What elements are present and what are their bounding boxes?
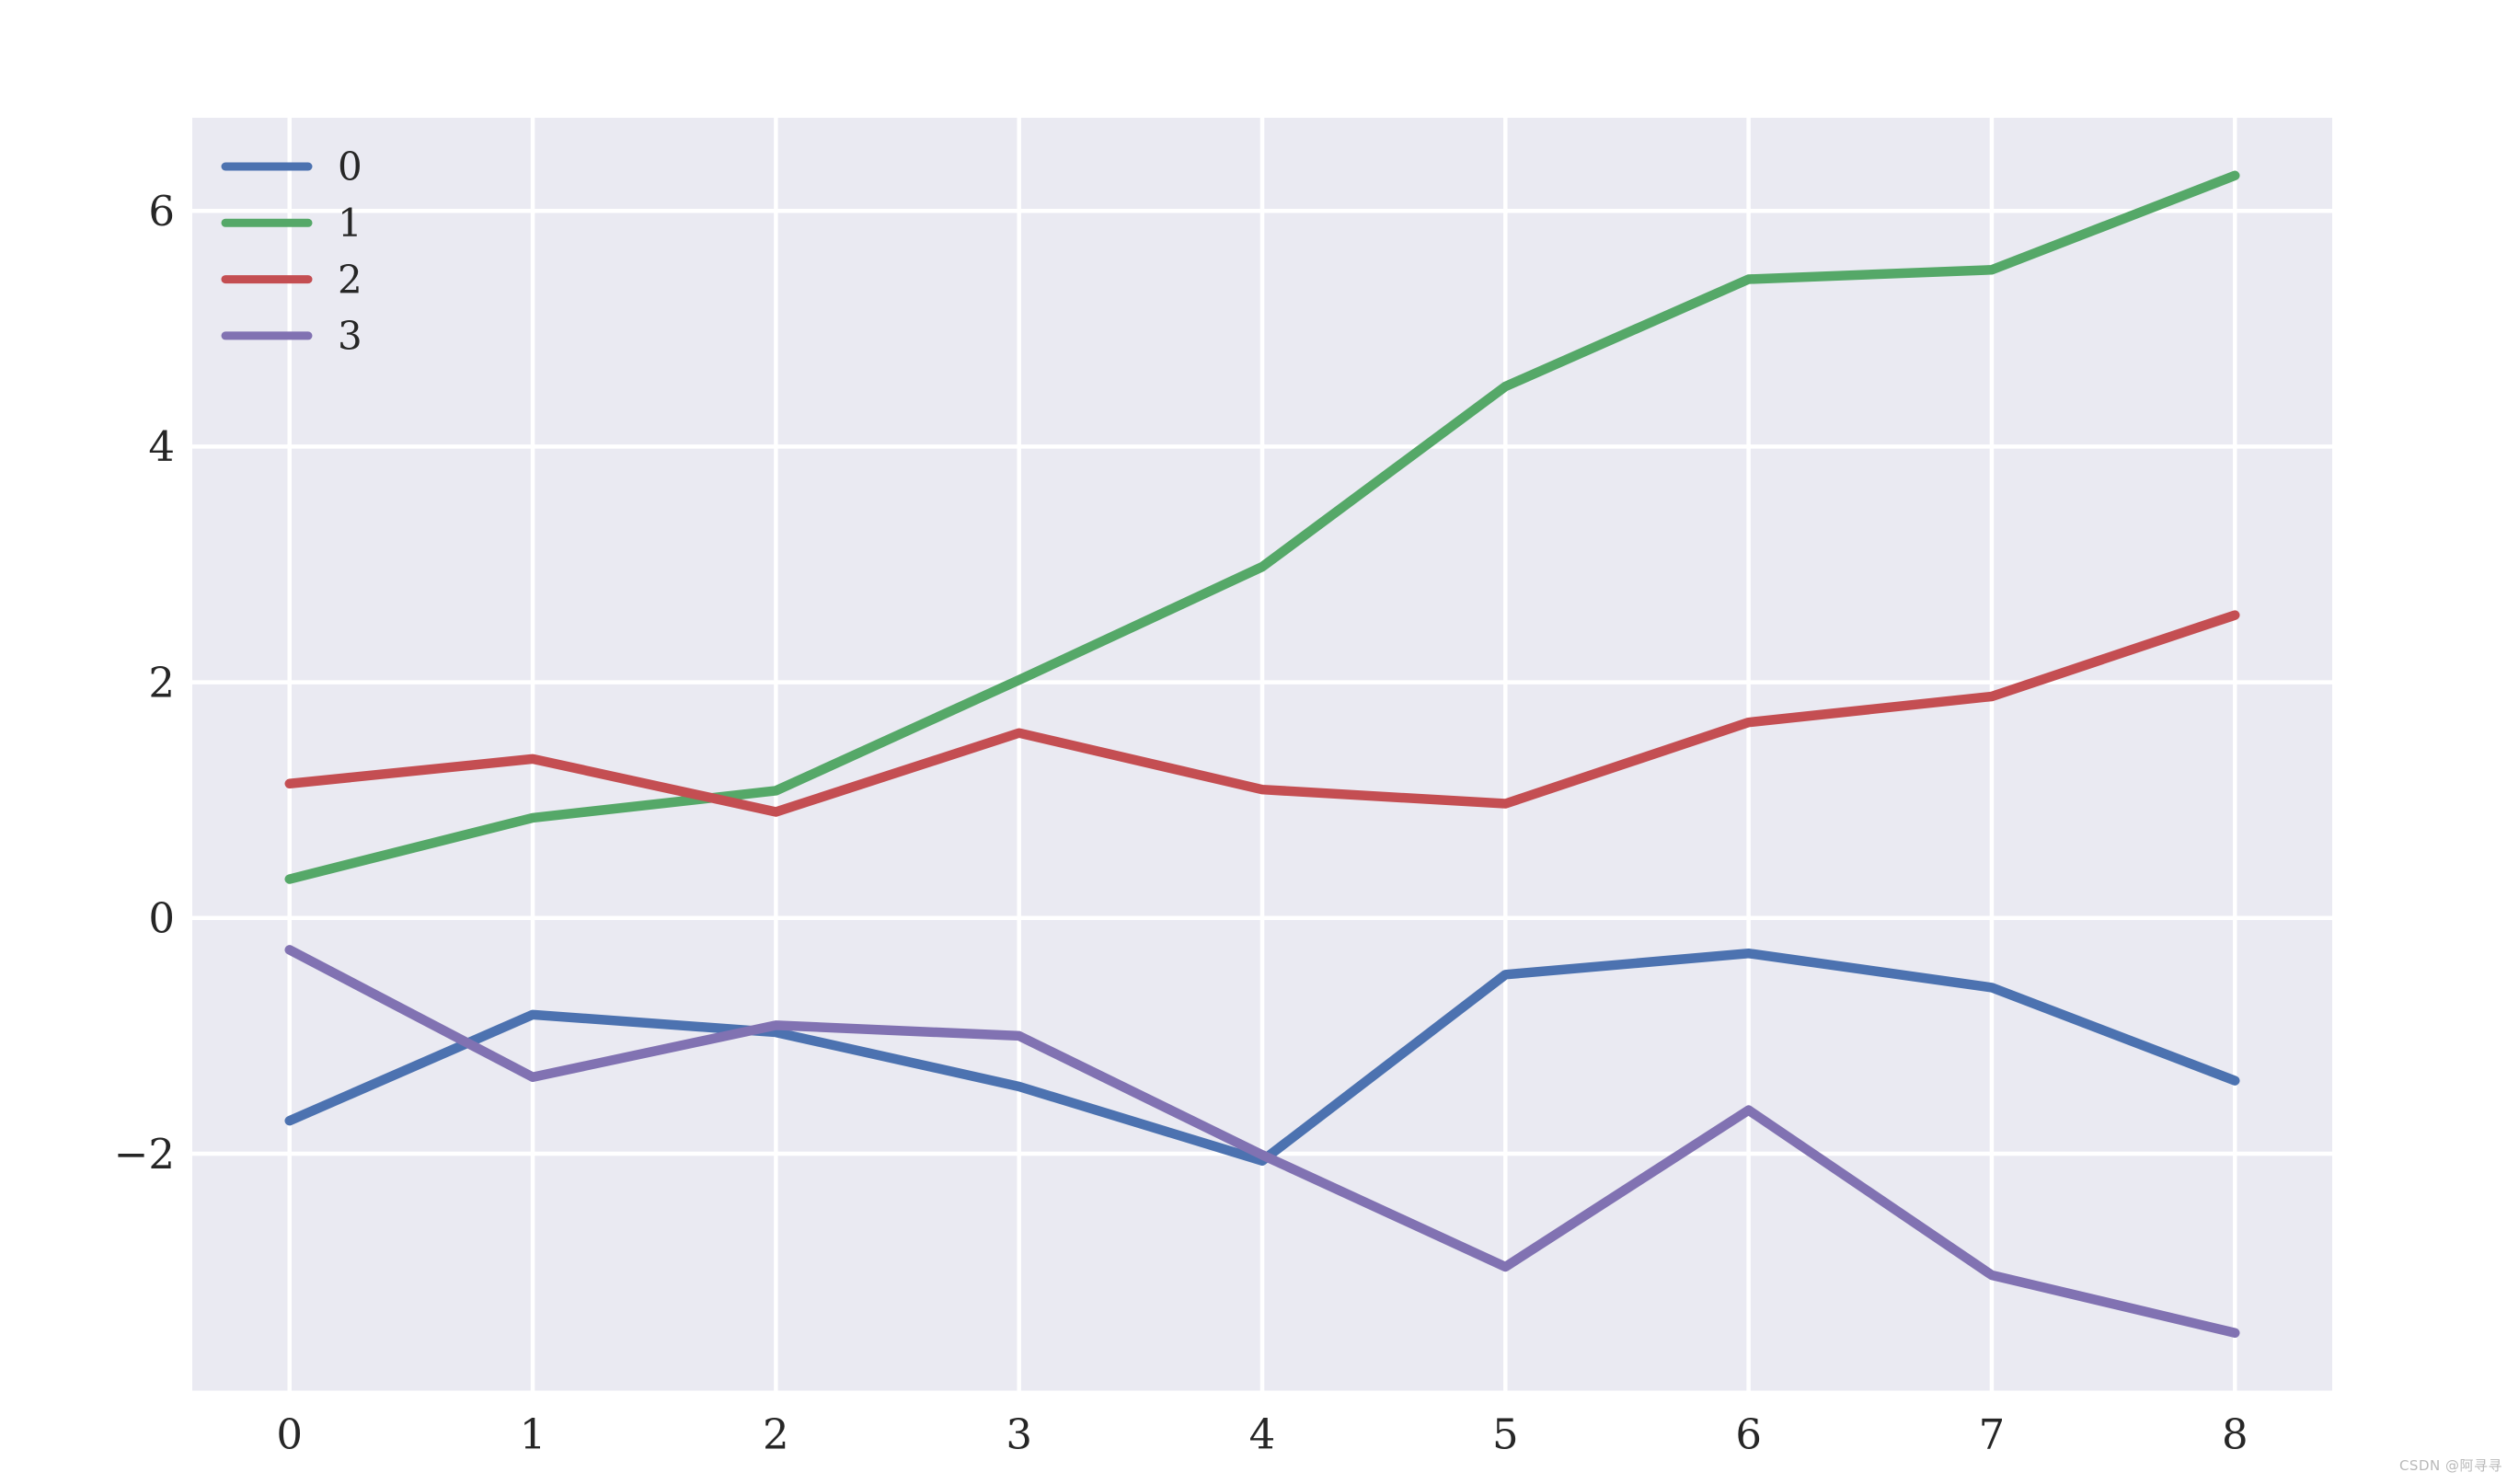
y-tick-label-6: 6	[148, 187, 175, 236]
legend-label-1: 1	[338, 201, 362, 246]
y-tick-label-2: 2	[148, 658, 175, 707]
x-tick-label-1: 1	[520, 1409, 546, 1458]
legend-label-3: 3	[338, 314, 362, 359]
y-tick-label-4: 4	[148, 422, 175, 471]
series-line-1	[284, 170, 2240, 884]
legend-label-2: 2	[338, 257, 362, 302]
x-tick-label-2: 2	[763, 1409, 789, 1458]
y-tick-label--2: −2	[114, 1130, 175, 1179]
x-tick-label-4: 4	[1249, 1409, 1276, 1458]
x-tick-label-7: 7	[1979, 1409, 2006, 1458]
x-tick-label-8: 8	[2222, 1409, 2248, 1458]
watermark: CSDN @阿寻寻	[2398, 1457, 2502, 1474]
series-line-0	[284, 948, 2240, 1166]
series-line-3	[284, 945, 2240, 1338]
x-tick-label-0: 0	[276, 1409, 303, 1458]
series-line-2	[284, 610, 2240, 817]
x-tick-label-6: 6	[1735, 1409, 1762, 1458]
y-tick-label-0: 0	[148, 894, 175, 943]
x-tick-label-5: 5	[1492, 1409, 1519, 1458]
x-tick-label-3: 3	[1006, 1409, 1032, 1458]
legend-label-0: 0	[338, 144, 362, 190]
